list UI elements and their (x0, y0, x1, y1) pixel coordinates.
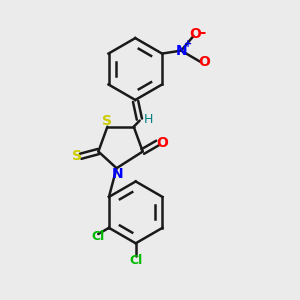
Text: Cl: Cl (129, 254, 142, 268)
Text: Cl: Cl (91, 230, 104, 244)
Text: N: N (111, 167, 123, 181)
Text: S: S (102, 114, 112, 128)
Text: O: O (198, 55, 210, 69)
Text: N: N (176, 44, 187, 58)
Text: H: H (143, 112, 153, 126)
Text: +: + (184, 39, 192, 49)
Text: S: S (72, 149, 82, 163)
Text: O: O (189, 27, 201, 41)
Text: -: - (199, 25, 206, 40)
Text: O: O (156, 136, 168, 150)
